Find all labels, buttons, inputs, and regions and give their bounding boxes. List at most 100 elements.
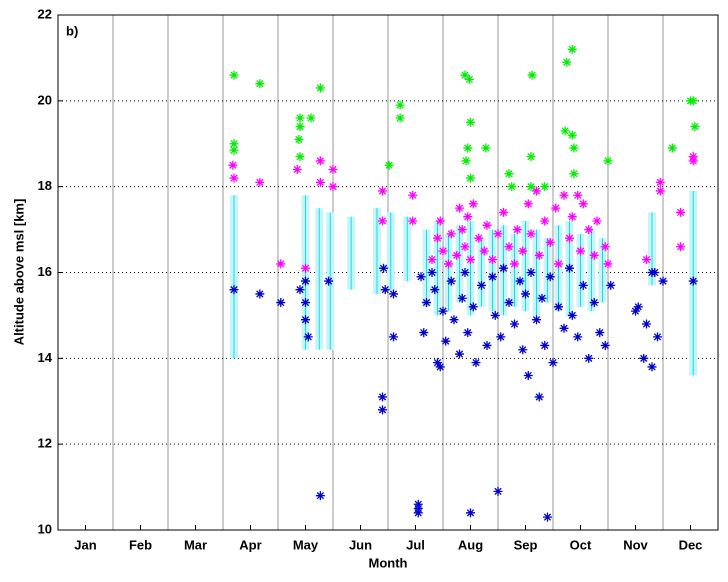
y-axis-label: Altitude above msl [km]	[11, 199, 26, 346]
star-point	[576, 246, 585, 256]
star-point	[255, 79, 265, 89]
star-point	[526, 268, 536, 277]
star-point	[378, 216, 387, 226]
y-tick-label: 16	[38, 264, 52, 279]
star-point	[441, 336, 451, 346]
star-point	[452, 250, 462, 260]
star-point	[413, 499, 423, 509]
star-point	[455, 203, 464, 213]
star-point	[255, 289, 265, 299]
star-point	[433, 233, 442, 243]
star-point	[229, 145, 239, 155]
star-point	[457, 225, 467, 235]
star-point	[589, 250, 599, 260]
star-point	[504, 298, 514, 308]
star-point	[592, 216, 602, 226]
star-point	[276, 298, 286, 308]
star-point	[427, 268, 437, 277]
star-point	[463, 212, 473, 222]
star-point	[526, 182, 536, 192]
star-point	[295, 285, 305, 295]
star-point	[468, 302, 478, 312]
x-tick-label: Dec	[679, 537, 703, 552]
star-point	[488, 272, 497, 282]
y-tick-label: 10	[38, 521, 52, 536]
star-point	[655, 186, 665, 196]
star-point	[523, 199, 533, 209]
star-point	[540, 340, 550, 350]
star-point	[545, 272, 555, 282]
star-point	[482, 220, 492, 230]
star-point	[295, 122, 305, 132]
star-point	[567, 212, 577, 222]
star-point	[499, 207, 508, 217]
star-point	[567, 44, 577, 54]
star-point	[449, 315, 459, 325]
star-point	[413, 508, 423, 518]
star-point	[499, 263, 508, 273]
star-point	[378, 405, 387, 415]
star-point	[532, 186, 541, 196]
star-point	[639, 353, 649, 363]
star-point	[378, 186, 387, 196]
star-point	[562, 57, 572, 67]
star-point	[395, 113, 405, 123]
star-point	[526, 152, 536, 162]
star-point	[554, 302, 563, 312]
x-axis-label: Month	[369, 555, 408, 570]
star-point	[482, 340, 492, 350]
star-point	[551, 203, 561, 213]
star-point	[460, 70, 470, 80]
star-point	[315, 491, 325, 501]
star-point	[395, 100, 405, 110]
star-point	[603, 156, 613, 166]
star-point	[315, 177, 325, 187]
star-point	[488, 255, 497, 265]
x-tick-label: Feb	[129, 537, 152, 552]
star-point	[496, 332, 506, 342]
star-point	[642, 255, 651, 265]
star-point	[600, 242, 610, 252]
star-point	[301, 263, 310, 273]
star-point	[512, 225, 522, 235]
star-point	[527, 70, 537, 80]
star-point	[328, 182, 338, 192]
star-point	[474, 233, 484, 243]
star-point	[595, 328, 605, 338]
star-point	[408, 216, 418, 226]
star-point	[573, 190, 583, 200]
star-point	[328, 165, 338, 174]
star-point	[540, 216, 550, 226]
star-point	[526, 229, 536, 239]
x-tick-label: Sep	[514, 537, 538, 552]
star-point	[301, 298, 310, 308]
star-point	[545, 237, 555, 247]
star-point	[534, 250, 544, 260]
star-point	[378, 392, 387, 402]
star-point	[688, 156, 698, 166]
star-point	[532, 315, 541, 325]
star-point	[303, 332, 313, 342]
star-point	[584, 353, 594, 363]
star-point	[567, 130, 577, 140]
star-point	[655, 177, 665, 187]
star-point	[688, 96, 698, 106]
star-point	[650, 268, 660, 277]
star-point	[589, 298, 599, 308]
star-point	[438, 246, 448, 256]
star-point	[229, 285, 239, 295]
star-point	[438, 306, 448, 316]
star-point	[606, 280, 616, 290]
star-point	[315, 83, 325, 93]
x-tick-label: Jun	[349, 537, 372, 552]
star-point	[384, 160, 394, 170]
star-point	[229, 173, 239, 183]
star-point	[422, 298, 431, 308]
star-point	[444, 259, 453, 269]
axes-frame	[57, 14, 719, 531]
star-point	[301, 315, 310, 325]
star-point	[427, 255, 437, 265]
star-point	[565, 233, 574, 243]
x-tick-label: Nov	[623, 537, 648, 552]
star-point	[466, 173, 475, 183]
